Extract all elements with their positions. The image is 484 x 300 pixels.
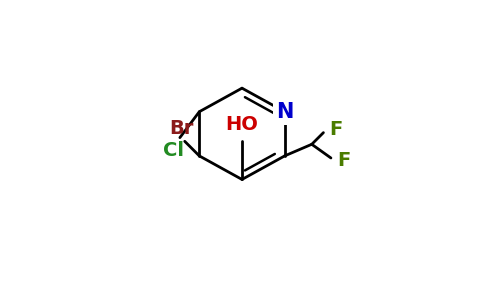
Text: HO: HO	[226, 116, 258, 134]
Text: N: N	[276, 102, 293, 122]
Text: Br: Br	[169, 118, 194, 138]
Text: F: F	[329, 120, 343, 139]
Text: F: F	[337, 152, 350, 170]
Text: Cl: Cl	[164, 141, 184, 160]
